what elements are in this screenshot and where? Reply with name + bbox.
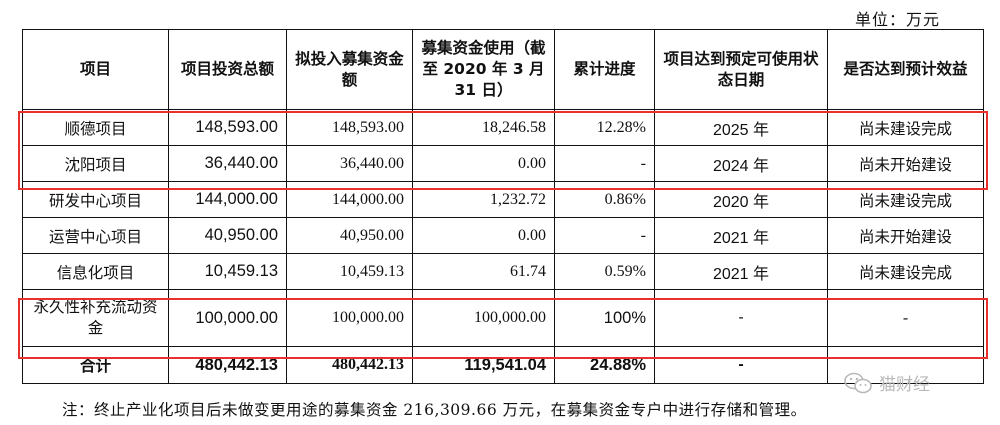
cell-total: 148,593.00 [168,109,287,146]
header-ready-date: 项目达到预定可使用状态日期 [654,29,828,110]
cell-raise: 40,950.00 [286,217,413,254]
cell-raise: 144,000.00 [286,181,413,218]
cell-used: 61.74 [412,253,555,290]
cell-total: 36,440.00 [168,145,287,182]
footnote: 注：终止产业化项目后未做变更用途的募集资金 216,309.66 万元，在募集资… [62,401,807,419]
cell-date: - [654,289,828,347]
header-progress: 累计进度 [554,29,655,110]
table-body: 顺德项目 148,593.00 148,593.00 18,246.58 12.… [22,109,984,384]
cell-total: 100,000.00 [168,289,287,347]
cell-date: 2020 年 [654,181,828,218]
header-benefit: 是否达到预计效益 [827,29,984,110]
watermark-text: 猫财经 [879,375,930,395]
cell-status: 尚未开始建设 [827,217,984,254]
cell-used: 0.00 [412,217,555,254]
cell-raise: 480,442.13 [286,346,413,384]
cell-used: 100,000.00 [412,289,555,347]
cell-status: - [827,289,984,347]
cell-status: 尚未建设完成 [827,253,984,290]
cell-used: 0.00 [412,145,555,182]
cell-raise: 100,000.00 [286,289,413,347]
cell-date: 2021 年 [654,253,828,290]
cell-status [827,346,984,384]
cell-progress: 0.86% [554,181,655,218]
cell-progress: 0.59% [554,253,655,290]
table-container: 项目 项目投资总额 拟投入募集资金额 募集资金使用（截至 2020 年 3 月 … [22,29,984,384]
header-total-investment: 项目投资总额 [168,29,287,110]
cell-used: 119,541.04 [412,346,555,384]
cell-status: 尚未建设完成 [827,181,984,218]
cell-date: 2025 年 [654,109,828,146]
cell-project: 信息化项目 [22,253,169,290]
total-row: 合计 480,442.13 480,442.13 119,541.04 24.8… [22,346,984,384]
header-funds-used: 募集资金使用（截至 2020 年 3 月 31 日） [412,29,555,110]
cell-project: 合计 [22,346,169,384]
cell-progress: - [554,217,655,254]
cell-raise: 36,440.00 [286,145,413,182]
wechat-icon [844,372,872,393]
table-row: 沈阳项目 36,440.00 36,440.00 0.00 - 2024 年 尚… [22,145,984,182]
cell-date: 2024 年 [654,145,828,182]
cell-date: - [654,346,828,384]
cell-total: 40,950.00 [168,217,287,254]
cell-project: 运营中心项目 [22,217,169,254]
table-header: 项目 项目投资总额 拟投入募集资金额 募集资金使用（截至 2020 年 3 月 … [22,29,984,110]
cell-status: 尚未开始建设 [827,145,984,182]
cell-progress: 100% [554,289,655,347]
header-project: 项目 [22,29,169,110]
cell-progress: - [554,145,655,182]
cell-progress: 12.28% [554,109,655,146]
unit-label: 单位：万元 [854,10,940,29]
cell-used: 1,232.72 [412,181,555,218]
cell-date: 2021 年 [654,217,828,254]
fund-usage-table: 项目 项目投资总额 拟投入募集资金额 募集资金使用（截至 2020 年 3 月 … [22,29,984,384]
cell-total: 480,442.13 [168,346,287,384]
cell-progress: 24.88% [554,346,655,384]
cell-raise: 10,459.13 [286,253,413,290]
watermark: 猫财经 [843,370,930,395]
cell-project: 顺德项目 [22,109,169,146]
cell-total: 144,000.00 [168,181,287,218]
table-row: 信息化项目 10,459.13 10,459.13 61.74 0.59% 20… [22,253,984,290]
table-row: 研发中心项目 144,000.00 144,000.00 1,232.72 0.… [22,181,984,218]
table-row: 运营中心项目 40,950.00 40,950.00 0.00 - 2021 年… [22,217,984,254]
cell-used: 18,246.58 [412,109,555,146]
table-row: 永久性补充流动资金 100,000.00 100,000.00 100,000.… [22,289,984,347]
cell-status: 尚未建设完成 [827,109,984,146]
table-row: 顺德项目 148,593.00 148,593.00 18,246.58 12.… [22,109,984,146]
cell-project: 沈阳项目 [22,145,169,182]
header-planned-raise: 拟投入募集资金额 [286,29,413,110]
cell-project: 永久性补充流动资金 [22,289,169,347]
cell-project: 研发中心项目 [22,181,169,218]
cell-total: 10,459.13 [168,253,287,290]
cell-raise: 148,593.00 [286,109,413,146]
